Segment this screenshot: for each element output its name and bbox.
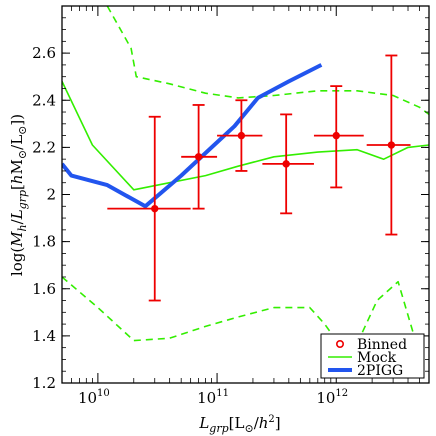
plot-frame xyxy=(61,5,430,384)
mock-dashed-line-3 xyxy=(62,276,415,361)
y-axis-l: L xyxy=(8,209,26,220)
svg-text:Lgrp[L⊙/h2]: Lgrp[L⊙/h2] xyxy=(198,414,280,435)
y-tick-label-0: 1.2 xyxy=(32,374,56,392)
y-axis-sun1: ⊙ xyxy=(16,150,29,159)
x-tick-label-2: 1012 xyxy=(316,388,348,407)
y-axis-log: log( xyxy=(8,247,26,276)
y-tick-label-4: 2 xyxy=(46,186,56,204)
y-axis-m: M xyxy=(8,231,26,248)
series-layer xyxy=(62,6,429,361)
legend-binned-marker xyxy=(335,339,344,348)
y-tick-label-2: 1.6 xyxy=(32,280,56,298)
x-tick-label-1: 1011 xyxy=(197,388,229,407)
legend-mock-label: Mock xyxy=(357,350,397,366)
x-axis-subscript: grp xyxy=(209,422,228,435)
y-tick-label-7: 2.6 xyxy=(32,44,56,62)
binned-point-0 xyxy=(107,115,191,302)
legend-binned-label: Binned xyxy=(357,337,407,353)
x-tick-label-exponent-0: 10 xyxy=(97,388,110,399)
binned-point-5 xyxy=(366,54,411,236)
y-axis-slash2: /L xyxy=(8,135,26,150)
binned-marker-2 xyxy=(237,131,246,140)
x-tick-label-0: 1010 xyxy=(78,388,110,407)
y-axis-h-sub: h xyxy=(16,224,29,231)
x-tick-label-exponent-2: 12 xyxy=(335,388,348,399)
y-axis-unit: [ xyxy=(8,184,26,190)
x-tick-label-base-0: 10 xyxy=(78,389,97,407)
2pigg-line xyxy=(62,63,323,209)
x-axis-title: Lgrp[L⊙/h2] xyxy=(198,414,280,435)
y-axis-end: ]) xyxy=(8,114,26,126)
y-tick-label-6: 2.4 xyxy=(32,91,56,109)
binned-marker-1 xyxy=(194,153,203,161)
binned-marker-3 xyxy=(282,160,290,168)
y-tick-label-3: 1.8 xyxy=(32,233,56,251)
x-axis-h: h xyxy=(259,414,269,432)
binned-point-3 xyxy=(262,113,314,215)
y-axis-sun2: ⊙ xyxy=(16,126,29,135)
x-axis-sun-symbol: ⊙ xyxy=(244,422,253,435)
y-axis-slash: / xyxy=(8,218,26,224)
binned-marker-4 xyxy=(332,131,340,140)
binned-point-2 xyxy=(217,99,263,172)
x-tick-label-exponent-1: 11 xyxy=(216,388,229,399)
x-axis-unit-end: / xyxy=(254,414,260,432)
svg-text:log(Mh/Lgrp[hM⊙/L⊙]): log(Mh/Lgrp[hM⊙/L⊙]) xyxy=(8,114,29,276)
y-tick-label-5: 2.2 xyxy=(32,138,56,156)
tick-layer xyxy=(61,5,430,384)
x-axis-squared: 2 xyxy=(268,414,274,425)
y-axis-grp-sub: grp xyxy=(16,190,29,209)
x-axis-unit: [L xyxy=(229,414,245,432)
x-tick-label-base-1: 10 xyxy=(197,389,216,407)
mock-dashed-line-2 xyxy=(106,6,429,116)
binned-point-1 xyxy=(181,104,218,210)
binned-marker-0 xyxy=(151,204,159,213)
y-axis-msun: M xyxy=(8,159,26,174)
legend: Binned Mock 2PIGG xyxy=(320,333,425,379)
binned-point-4 xyxy=(313,85,364,189)
binned-marker-5 xyxy=(387,141,396,149)
legend-2pigg-label: 2PIGG xyxy=(357,363,403,379)
y-axis-title: log(Mh/Lgrp[hM⊙/L⊙]) xyxy=(8,114,29,276)
x-axis-bracket: ] xyxy=(275,414,281,432)
mock-line xyxy=(62,81,429,191)
x-tick-label-base-2: 10 xyxy=(316,389,335,407)
y-axis-h: h xyxy=(8,174,26,184)
y-tick-label-1: 1.4 xyxy=(32,327,56,345)
x-axis-symbol: L xyxy=(198,414,209,432)
